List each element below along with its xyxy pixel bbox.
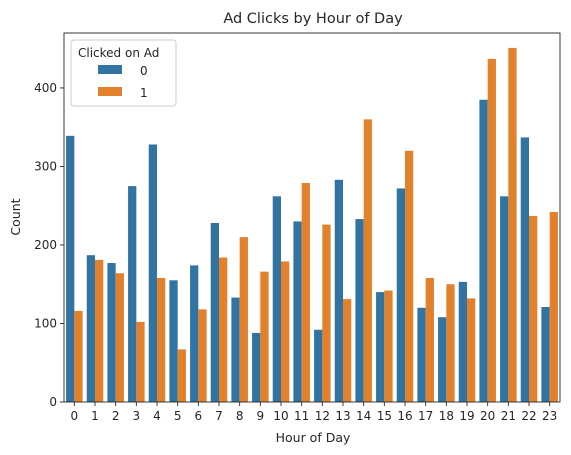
- bar-hour-23-series-0: [541, 307, 550, 402]
- x-tick-label-1: 1: [91, 409, 99, 423]
- bar-hour-2-series-0: [107, 263, 116, 402]
- bar-hour-2-series-1: [115, 273, 124, 402]
- x-tick-label-20: 20: [480, 409, 495, 423]
- bar-hour-1-series-1: [95, 259, 104, 402]
- bar-hour-18-series-0: [438, 317, 447, 402]
- x-tick-label-21: 21: [501, 409, 516, 423]
- bar-hour-21-series-0: [500, 196, 509, 402]
- plot-frame: [63, 32, 561, 403]
- bar-hour-15-series-0: [376, 292, 385, 402]
- x-tick-label-23: 23: [542, 409, 557, 423]
- x-tick-label-7: 7: [215, 409, 223, 423]
- bar-hour-16-series-0: [396, 188, 405, 402]
- y-axis-label: Count: [8, 198, 23, 235]
- x-tick-label-5: 5: [174, 409, 182, 423]
- x-axis-ticks: 0 1 2 3 4 5 6 7 8 9 10 11 12 13 14 15 16 17 18 19 20 21 22 23: [71, 402, 557, 423]
- bar-hour-14-series-0: [355, 219, 364, 402]
- bar-hour-5-series-0: [169, 280, 178, 402]
- legend-swatch-0: [98, 65, 122, 74]
- bar-hour-3-series-0: [128, 186, 137, 402]
- legend-label-1: 1: [140, 86, 148, 100]
- bar-hour-22-series-1: [529, 215, 538, 402]
- bar-hour-9-series-1: [260, 271, 269, 402]
- y-axis-ticks: 0 100 200 300 400: [34, 81, 64, 409]
- x-tick-label-9: 9: [257, 409, 265, 423]
- bar-hour-0-series-1: [74, 310, 83, 402]
- bar-hour-17-series-0: [417, 307, 426, 402]
- x-tick-label-11: 11: [294, 409, 309, 423]
- legend-title: Clicked on Ad: [78, 46, 159, 60]
- bar-hour-8-series-0: [231, 297, 240, 402]
- bar-hour-15-series-1: [384, 290, 393, 402]
- bar-hour-12-series-1: [322, 224, 331, 402]
- y-tick-label-100: 100: [34, 316, 57, 330]
- x-tick-label-6: 6: [195, 409, 203, 423]
- x-tick-label-15: 15: [377, 409, 392, 423]
- x-tick-label-13: 13: [335, 409, 350, 423]
- bar-hour-7-series-0: [210, 223, 219, 402]
- bar-hour-19-series-1: [467, 298, 476, 402]
- bars: [66, 47, 558, 403]
- bar-hour-13-series-1: [343, 299, 352, 402]
- bar-hour-12-series-0: [314, 329, 323, 402]
- bar-hour-4-series-1: [157, 277, 166, 402]
- legend-box: [70, 39, 177, 107]
- legend-swatch-1: [98, 87, 122, 96]
- x-tick-label-3: 3: [133, 409, 141, 423]
- x-axis-label: Hour of Day: [276, 430, 351, 445]
- bar-hour-11-series-0: [293, 221, 302, 402]
- bar-hour-10-series-1: [281, 261, 290, 402]
- x-tick-label-17: 17: [418, 409, 433, 423]
- x-tick-label-8: 8: [236, 409, 244, 423]
- bar-hour-16-series-1: [405, 150, 414, 402]
- bar-hour-20-series-0: [479, 99, 488, 402]
- bar-hour-21-series-1: [508, 47, 517, 403]
- bar-hour-6-series-1: [198, 309, 207, 402]
- bar-hour-23-series-1: [549, 212, 558, 402]
- bar-hour-6-series-0: [190, 265, 199, 402]
- bar-hour-17-series-1: [425, 277, 434, 402]
- x-tick-label-19: 19: [459, 409, 474, 423]
- bar-hour-4-series-0: [148, 144, 157, 403]
- y-tick-label-0: 0: [49, 395, 57, 409]
- bar-hour-10-series-0: [272, 196, 281, 402]
- bar-hour-1-series-0: [86, 255, 95, 402]
- x-tick-label-10: 10: [273, 409, 288, 423]
- x-tick-label-0: 0: [71, 409, 79, 423]
- bar-hour-3-series-1: [136, 321, 145, 402]
- bar-hour-9-series-0: [252, 332, 261, 402]
- bar-hour-0-series-0: [66, 135, 75, 402]
- y-tick-label-200: 200: [34, 238, 57, 252]
- y-tick-label-300: 300: [34, 159, 57, 173]
- bar-hour-22-series-0: [520, 137, 529, 403]
- x-tick-label-2: 2: [112, 409, 120, 423]
- x-tick-label-16: 16: [397, 409, 412, 423]
- bar-hour-14-series-1: [363, 119, 372, 403]
- bar-hour-7-series-1: [219, 257, 228, 402]
- bar-hour-8-series-1: [239, 237, 248, 402]
- x-tick-label-22: 22: [521, 409, 536, 423]
- x-tick-label-18: 18: [439, 409, 454, 423]
- bar-hour-11-series-1: [301, 182, 310, 402]
- bar-hour-20-series-1: [487, 58, 496, 402]
- x-tick-label-12: 12: [315, 409, 330, 423]
- x-tick-label-4: 4: [153, 409, 161, 423]
- y-tick-label-400: 400: [34, 81, 57, 95]
- x-tick-label-14: 14: [356, 409, 371, 423]
- bar-hour-13-series-0: [334, 179, 343, 402]
- legend-label-0: 0: [140, 64, 148, 78]
- bar-hour-18-series-1: [446, 284, 455, 402]
- bar-hour-19-series-0: [458, 281, 467, 402]
- bar-hour-5-series-1: [177, 349, 186, 402]
- legend: Clicked on Ad 0 1: [70, 39, 177, 107]
- chart-title: Ad Clicks by Hour of Day: [223, 11, 403, 27]
